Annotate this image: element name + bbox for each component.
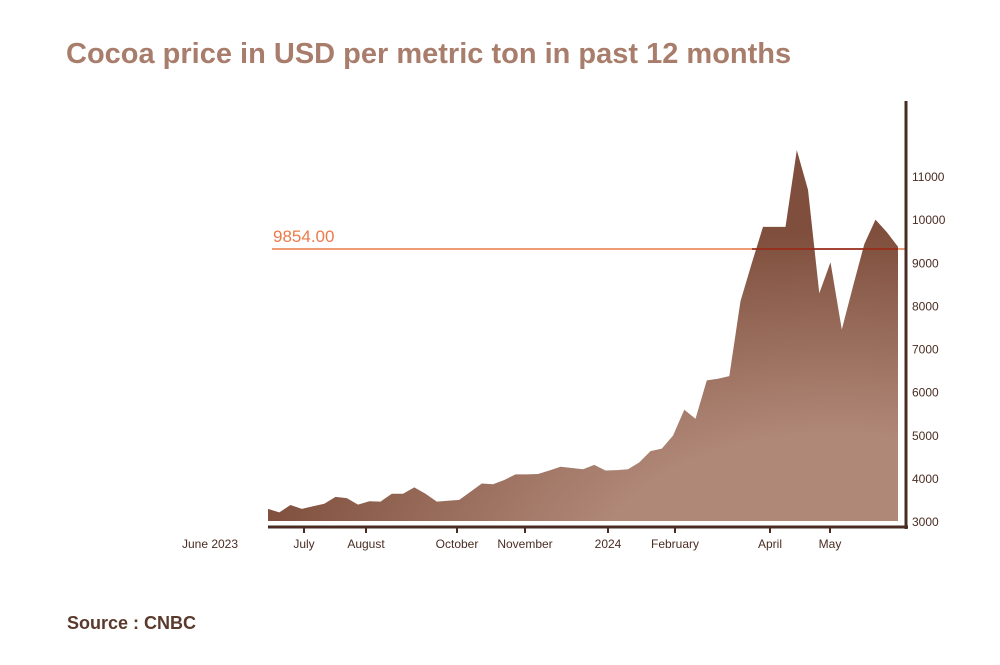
x-tick-label: November (497, 537, 552, 551)
y-tick-label: 8000 (912, 299, 939, 313)
y-tick-label: 11000 (912, 170, 945, 184)
y-tick-label: 3000 (912, 515, 939, 529)
x-tick-label: July (293, 537, 314, 551)
y-tick-label: 7000 (912, 343, 939, 357)
axes-layer (268, 101, 908, 529)
x-tick-label: June 2023 (182, 537, 238, 551)
y-tick-label: 4000 (912, 472, 939, 486)
chart-title: Cocoa price in USD per metric ton in pas… (66, 38, 792, 70)
reference-line-label: 9854.00 (273, 227, 334, 246)
y-tick-labels: 3000 4000 5000 6000 7000 8000 9000 10000 11000 (912, 170, 946, 529)
area-series-layer (268, 150, 898, 521)
y-tick-label: 9000 (912, 256, 939, 270)
x-tick-label: October (436, 537, 479, 551)
source-credit: Source : CNBC (67, 613, 197, 633)
y-tick-label: 10000 (912, 213, 946, 227)
x-tick-label: April (758, 537, 782, 551)
y-tick-label: 6000 (912, 386, 939, 400)
x-tick-labels: June 2023 July August October November 2024 Fe… (182, 527, 841, 551)
x-tick-label: 2024 (595, 537, 622, 551)
x-tick-label: February (651, 537, 699, 551)
y-tick-label: 5000 (912, 429, 939, 443)
price-area (268, 150, 898, 521)
x-tick-label: August (347, 537, 385, 551)
reference-line-layer: 9854.00 (272, 227, 905, 250)
x-tick-label: May (819, 537, 842, 551)
